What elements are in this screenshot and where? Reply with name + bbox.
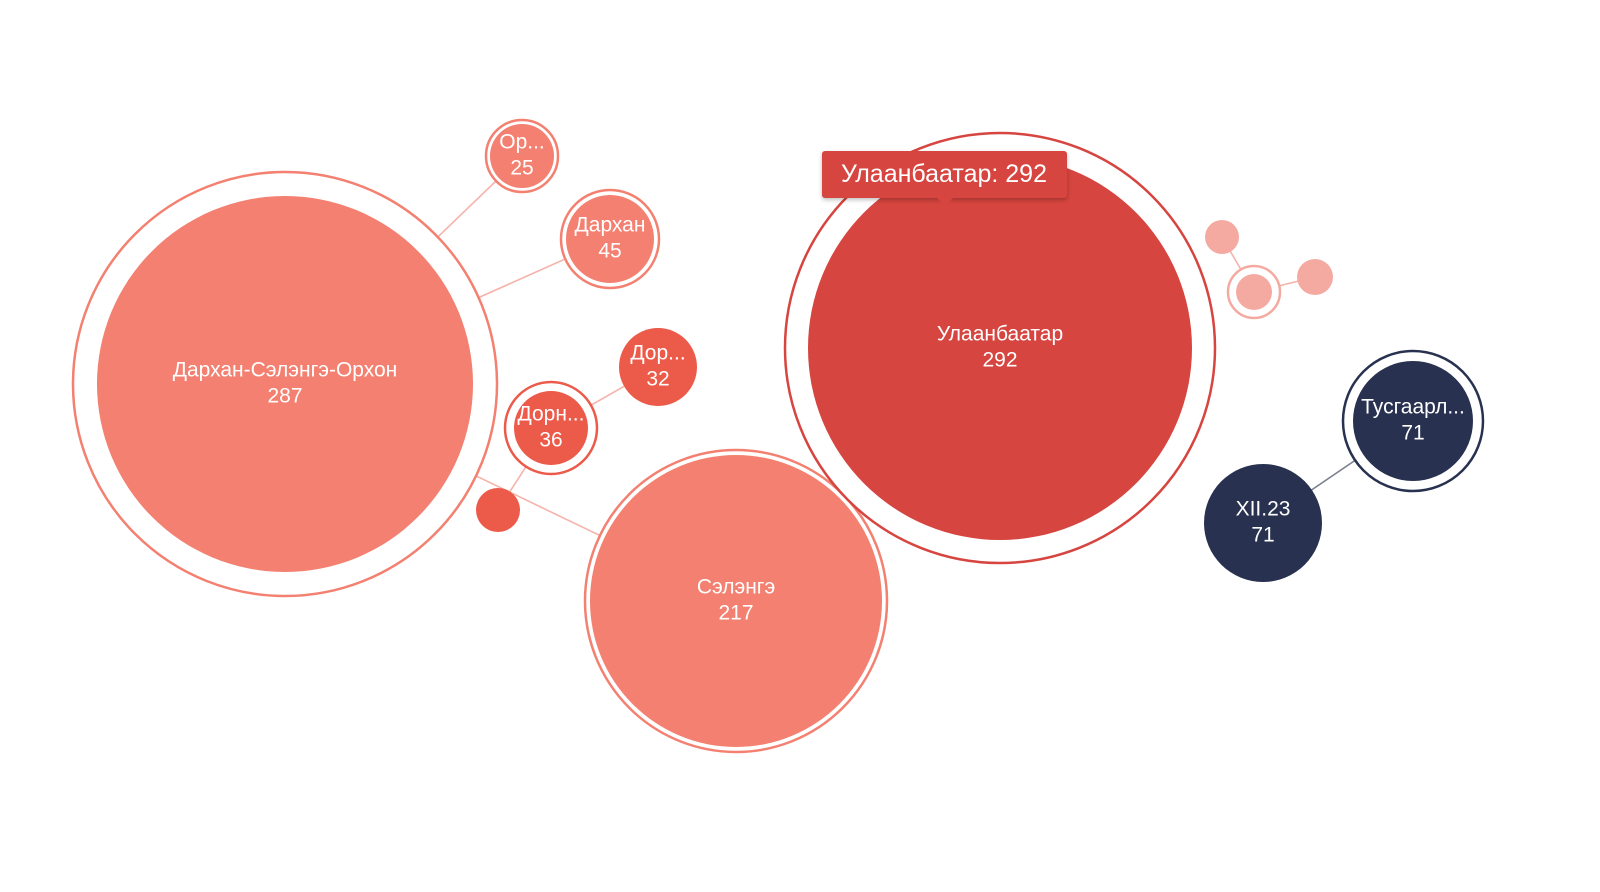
bubble-circle-xii23[interactable] bbox=[1204, 464, 1322, 582]
bubble-circle-tusgaarl[interactable] bbox=[1353, 361, 1473, 481]
bubble-circle-orkhon[interactable] bbox=[490, 124, 554, 188]
tooltip-text: Улаанбаатар: 292 bbox=[841, 160, 1047, 188]
bubble-circle-dornogovi[interactable] bbox=[619, 328, 697, 406]
tooltip: Улаанбаатар: 292 bbox=[822, 151, 1067, 206]
bubble-pale-b[interactable] bbox=[1297, 259, 1333, 295]
bubble-circle-pale-b[interactable] bbox=[1297, 259, 1333, 295]
bubble-circle-dornod[interactable] bbox=[514, 391, 588, 465]
bubble-circle-small-red[interactable] bbox=[476, 488, 520, 532]
bubble-pale-hub[interactable] bbox=[1226, 264, 1282, 320]
bubble-circle-ulaanbaatar[interactable] bbox=[808, 156, 1192, 540]
bubble-circle-pale-a[interactable] bbox=[1205, 220, 1239, 254]
bubble-dornogovi[interactable]: Дор...32 bbox=[619, 328, 697, 406]
bubble-circle-darkhan-selenge-orkhon[interactable] bbox=[97, 196, 473, 572]
bubble-circle-darkhan[interactable] bbox=[566, 195, 654, 283]
bubble-tusgaarl[interactable]: Тусгаарл...71 bbox=[1341, 349, 1485, 493]
bubble-circle-selenge[interactable] bbox=[590, 455, 882, 747]
bubble-small-red[interactable] bbox=[476, 488, 520, 532]
bubble-orkhon[interactable]: Ор...25 bbox=[484, 118, 560, 194]
bubble-circle-pale-hub[interactable] bbox=[1236, 274, 1272, 310]
bubble-pale-a[interactable] bbox=[1205, 220, 1239, 254]
bubble-dornod[interactable]: Дорн...36 bbox=[503, 380, 599, 476]
